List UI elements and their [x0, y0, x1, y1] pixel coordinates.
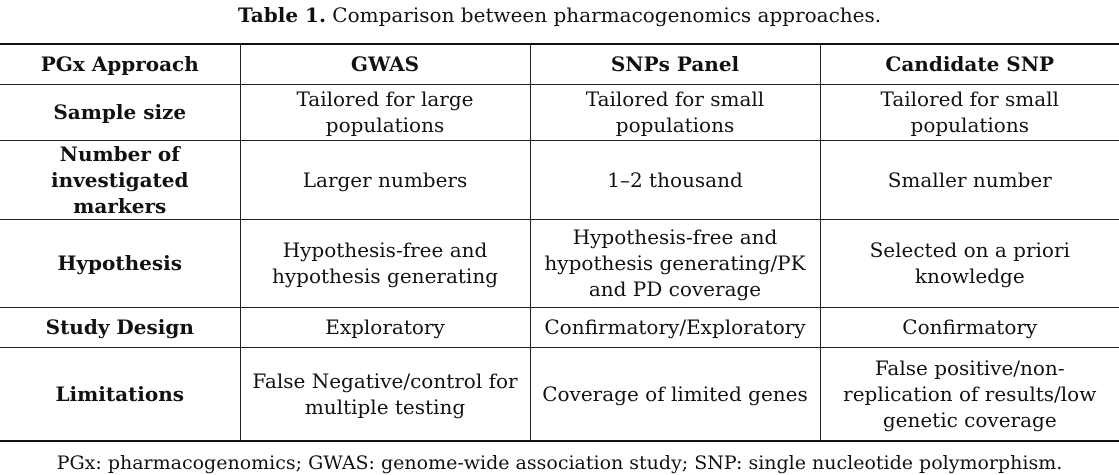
cell-markers-candidate-snp: Smaller number: [819, 140, 1119, 220]
cell-limitations-snps-panel: Coverage of limited genes: [529, 347, 821, 442]
row-label-study-design: Study Design: [0, 307, 241, 348]
row-label-sample-size: Sample size: [0, 84, 241, 141]
table-caption: Table 1. Comparison between pharmacogeno…: [0, 2, 1119, 28]
header-candidate-snp: Candidate SNP: [819, 43, 1119, 85]
caption-label: Table 1.: [237, 3, 326, 27]
cell-hypothesis-candidate-snp: Selected on a priori knowledge: [819, 219, 1119, 308]
table-row-markers: Number of investigated markers Larger nu…: [0, 140, 1119, 220]
table-row-limitations: Limitations False Negative/control for m…: [0, 347, 1119, 442]
cell-limitations-gwas: False Negative/control for multiple test…: [239, 347, 531, 442]
header-snps-panel: SNPs Panel: [529, 43, 821, 85]
table-row-hypothesis: Hypothesis Hypothesis-free and hypothesi…: [0, 219, 1119, 308]
cell-hypothesis-gwas: Hypothesis-free and hypothesis generatin…: [239, 219, 531, 308]
cell-sample-size-candidate-snp: Tailored for small populations: [819, 84, 1119, 141]
cell-study-design-candidate-snp: Confirmatory: [819, 307, 1119, 348]
cell-markers-snps-panel: 1–2 thousand: [529, 140, 821, 220]
table-row-study-design: Study Design Exploratory Confirmatory/Ex…: [0, 307, 1119, 348]
cell-study-design-gwas: Exploratory: [239, 307, 531, 348]
row-label-limitations: Limitations: [0, 347, 241, 442]
table-header-row: PGx Approach GWAS SNPs Panel Candidate S…: [0, 43, 1119, 85]
header-pgx-approach: PGx Approach: [0, 43, 241, 85]
header-gwas: GWAS: [239, 43, 531, 85]
cell-limitations-candidate-snp: False positive/non-replication of result…: [819, 347, 1119, 442]
cell-sample-size-gwas: Tailored for large populations: [239, 84, 531, 141]
caption-text: Comparison between pharmacogenomics appr…: [332, 3, 882, 27]
row-label-hypothesis: Hypothesis: [0, 219, 241, 308]
cell-study-design-snps-panel: Confirmatory/Exploratory: [529, 307, 821, 348]
cell-sample-size-snps-panel: Tailored for small populations: [529, 84, 821, 141]
cell-hypothesis-snps-panel: Hypothesis-free and hypothesis generatin…: [529, 219, 821, 308]
table-row-sample-size: Sample size Tailored for large populatio…: [0, 84, 1119, 141]
table-footnote: PGx: pharmacogenomics; GWAS: genome-wide…: [56, 452, 1063, 474]
cell-markers-gwas: Larger numbers: [239, 140, 531, 220]
row-label-markers: Number of investigated markers: [0, 140, 241, 220]
comparison-table: PGx Approach GWAS SNPs Panel Candidate S…: [0, 43, 1119, 442]
